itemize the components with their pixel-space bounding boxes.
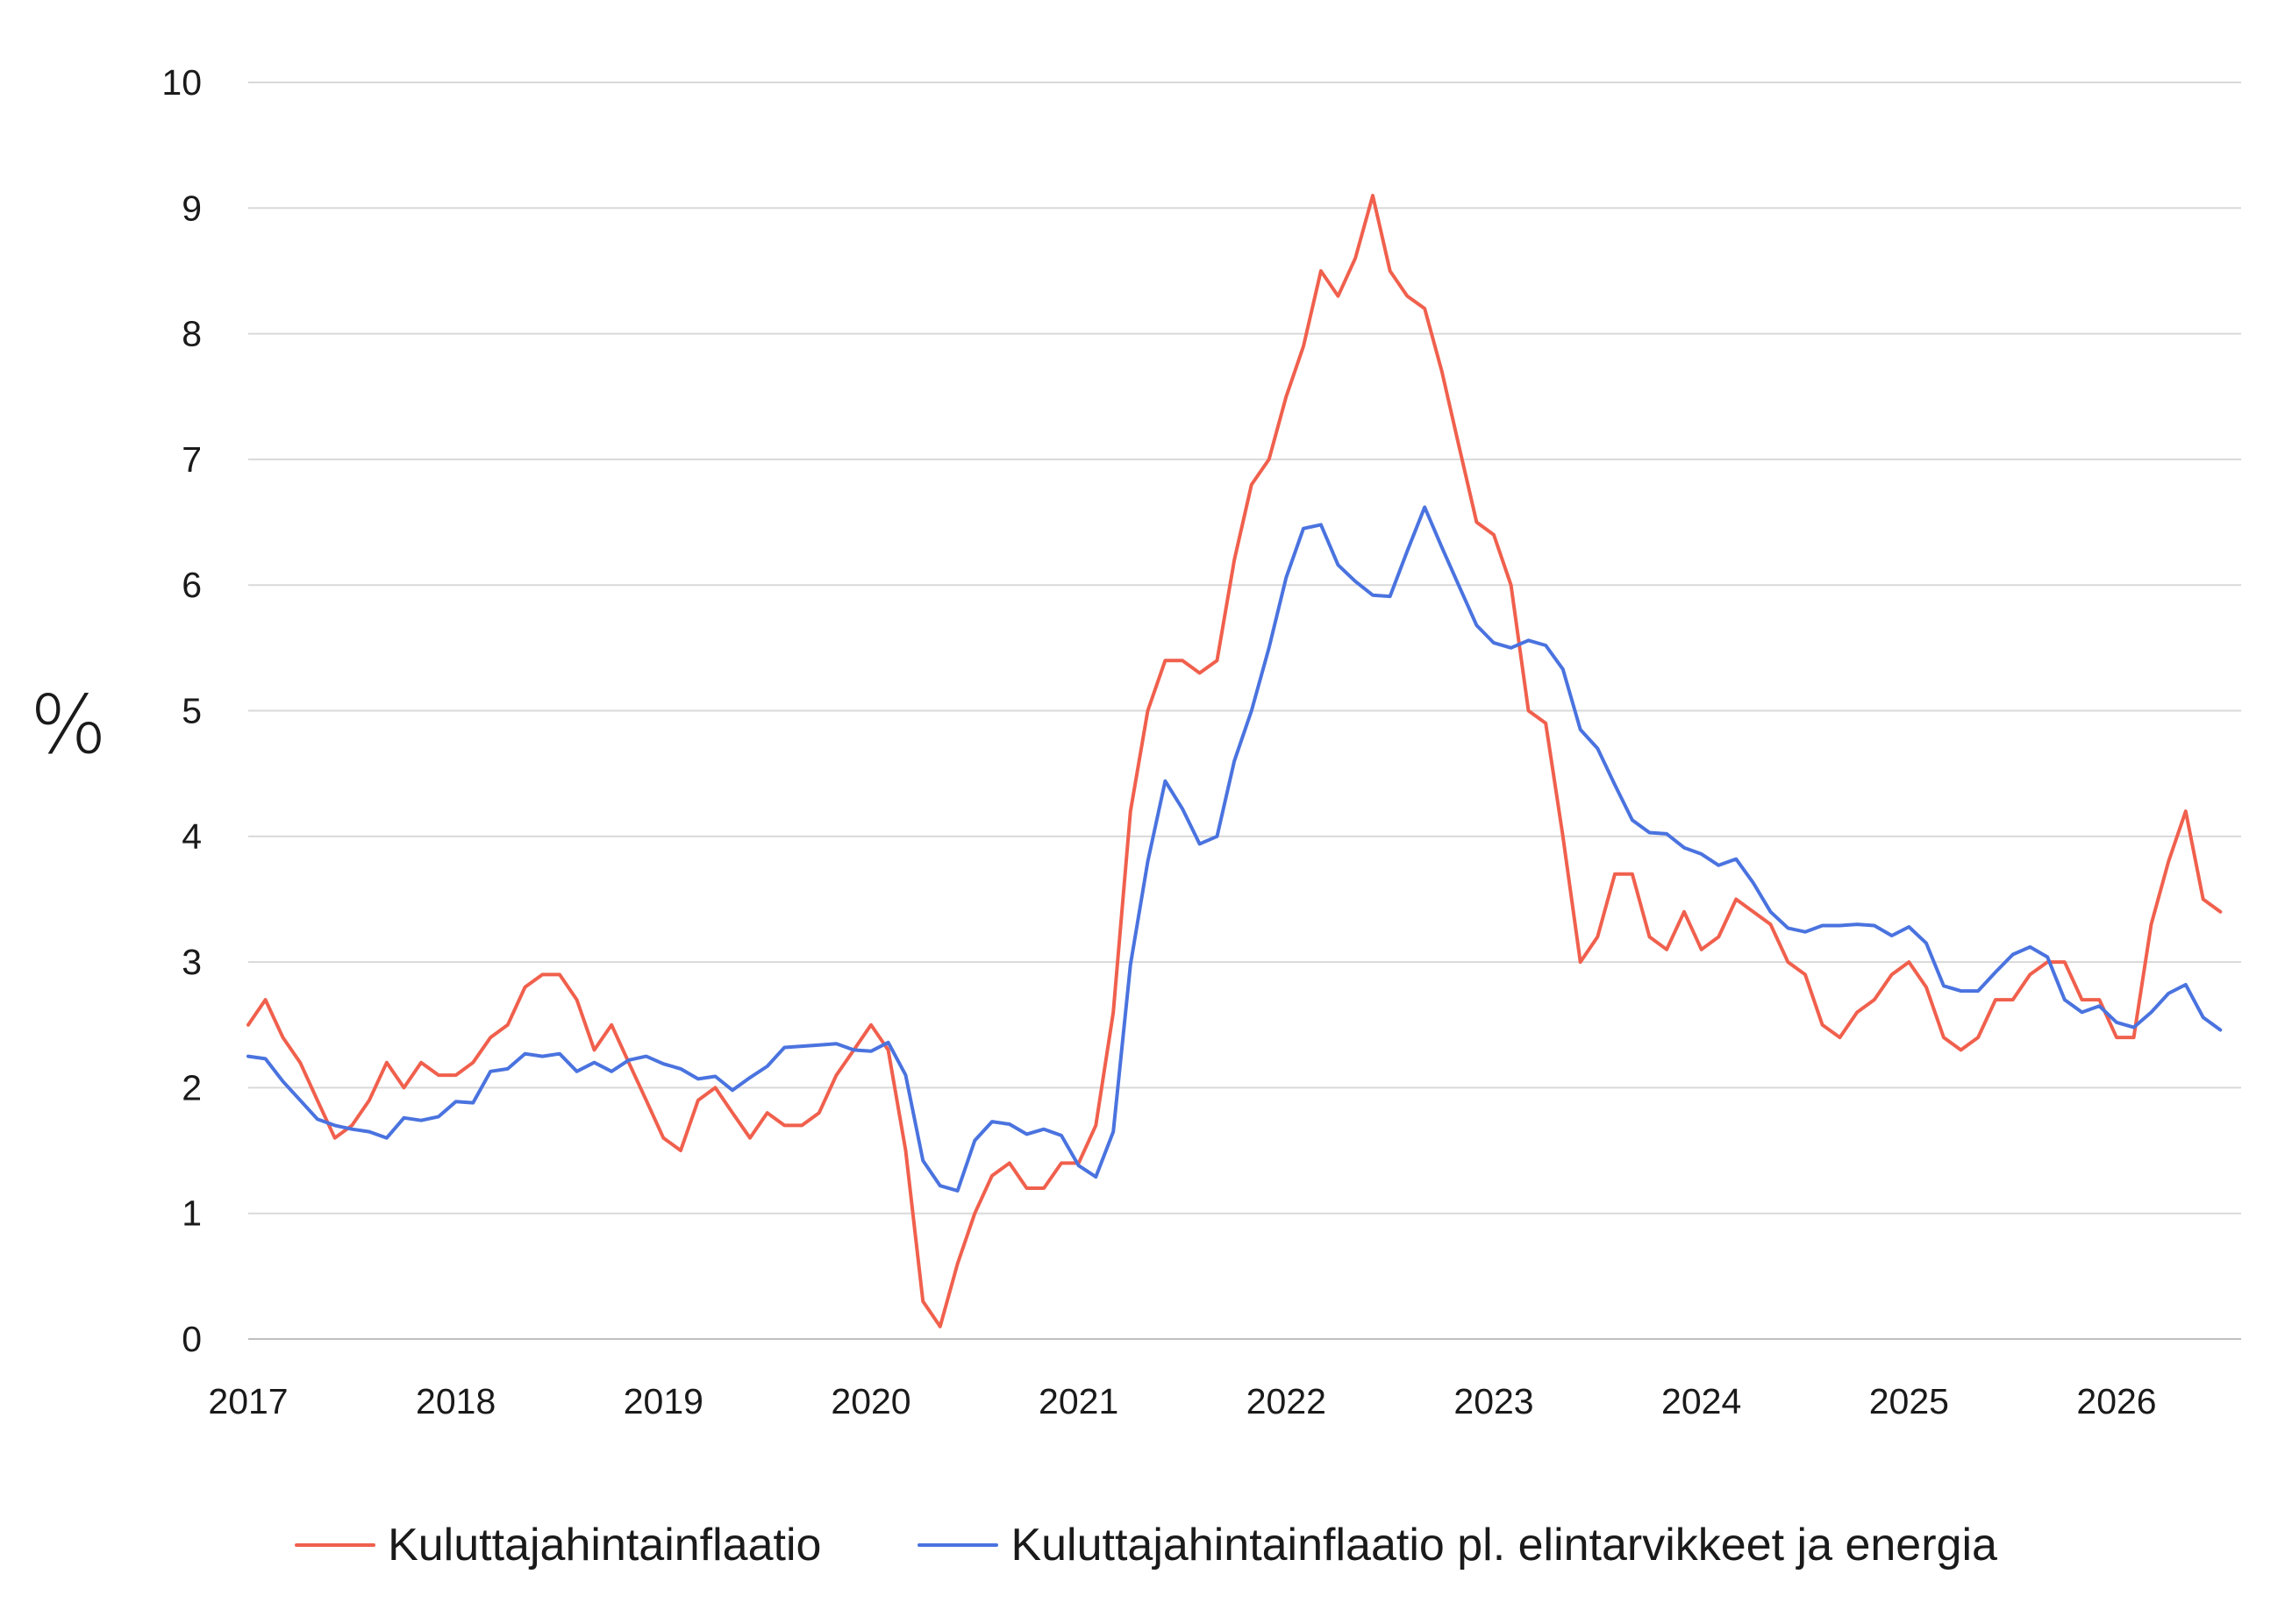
y-tick-label: 6: [182, 565, 202, 605]
gridlines: [248, 82, 2241, 1214]
legend-swatch-cpi: [295, 1543, 376, 1547]
legend-item-cpi: Kuluttajahintainflaatio: [295, 1519, 821, 1571]
legend-swatch-core-cpi: [918, 1543, 999, 1547]
x-tick-label: 2025: [1869, 1381, 1949, 1421]
y-axis-ticks: 0 1 2 3 4 5 6 7 8 9 10: [161, 62, 202, 1359]
y-tick-label: 7: [182, 439, 202, 480]
x-tick-label: 2024: [1661, 1381, 1741, 1421]
x-tick-label: 2019: [624, 1381, 703, 1421]
series-group: [246, 194, 2223, 1328]
y-tick-label: 5: [182, 691, 202, 731]
x-tick-label: 2020: [831, 1381, 910, 1421]
y-axis-label: %: [30, 678, 106, 772]
x-tick-label: 2018: [416, 1381, 496, 1421]
y-tick-label: 2: [182, 1067, 202, 1108]
legend-item-core-cpi: Kuluttajahintainflaatio pl. elintarvikke…: [918, 1519, 1997, 1571]
x-tick-label: 2026: [2076, 1381, 2156, 1421]
legend-label-core-cpi: Kuluttajahintainflaatio pl. elintarvikke…: [1010, 1520, 1997, 1571]
y-tick-label: 4: [182, 816, 202, 857]
y-tick-label: 1: [182, 1193, 202, 1234]
line-chart: 0 1 2 3 4 5 6 7 8 9 10 2017 2018 2019 2020 2021 2022 202…: [30, 62, 2241, 1421]
x-tick-label: 2022: [1246, 1381, 1326, 1421]
y-tick-label: 3: [182, 942, 202, 982]
y-tick-label: 10: [161, 62, 202, 103]
legend: Kuluttajahintainflaatio Kuluttajahintain…: [0, 1519, 2292, 1571]
series-line-cpi: [246, 194, 2223, 1328]
y-tick-label: 0: [182, 1319, 202, 1359]
series-line-core-cpi: [246, 505, 2223, 1193]
x-tick-label: 2017: [208, 1381, 288, 1421]
legend-label-cpi: Kuluttajahintainflaatio: [388, 1520, 822, 1571]
y-tick-label: 9: [182, 188, 202, 228]
x-axis-ticks: 2017 2018 2019 2020 2021 2022 2023 2024 2025 2026: [208, 1381, 2156, 1421]
x-tick-label: 2021: [1039, 1381, 1118, 1421]
x-tick-label: 2023: [1453, 1381, 1533, 1421]
y-tick-label: 8: [182, 314, 202, 354]
